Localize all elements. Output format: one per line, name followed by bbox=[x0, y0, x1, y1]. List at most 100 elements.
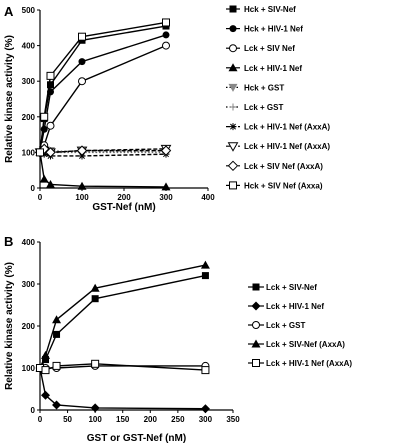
data-point bbox=[162, 31, 170, 39]
y-tick-label: 300 bbox=[22, 77, 36, 86]
x-tick-label: 200 bbox=[117, 193, 131, 202]
data-point bbox=[53, 330, 61, 338]
legend-label: Lck + GST bbox=[266, 321, 305, 330]
series-0 bbox=[36, 272, 209, 372]
legend-marker bbox=[228, 83, 238, 92]
series-line bbox=[39, 274, 206, 369]
data-point bbox=[41, 366, 50, 375]
legend-label: Hck + SIV-Nef bbox=[244, 5, 296, 14]
series-2 bbox=[36, 361, 210, 372]
x-tick-label: 100 bbox=[75, 193, 89, 202]
legend-label: Lck + SIV Nef bbox=[244, 44, 295, 53]
legend-label: Lck + HIV-1 Nef (AxxA) bbox=[244, 142, 330, 151]
legend-marker bbox=[251, 301, 261, 311]
legend-marker bbox=[229, 25, 237, 33]
y-tick-label: 100 bbox=[22, 364, 36, 373]
legend-label: Lck + SIV-Nef (AxxA) bbox=[266, 340, 345, 349]
data-point bbox=[160, 145, 172, 156]
data-point bbox=[90, 403, 100, 413]
series-4 bbox=[36, 359, 210, 375]
data-point bbox=[201, 366, 210, 375]
data-point bbox=[201, 272, 209, 280]
data-point bbox=[91, 295, 99, 303]
x-tick-label: 300 bbox=[159, 193, 173, 202]
x-tick-label: 100 bbox=[88, 415, 102, 424]
data-point bbox=[41, 390, 51, 400]
y-axis-label: Relative kinase activity (%) bbox=[4, 262, 15, 390]
panel-label: B bbox=[4, 234, 13, 249]
legend-marker bbox=[229, 44, 237, 53]
x-tick-label: 200 bbox=[144, 415, 158, 424]
series-line bbox=[39, 152, 167, 188]
legend-label: Lck + SIV Nef (AxxA) bbox=[244, 162, 323, 171]
data-point bbox=[162, 41, 170, 50]
x-tick-label: 250 bbox=[171, 415, 185, 424]
x-tick-label: 50 bbox=[63, 415, 72, 424]
data-point bbox=[200, 404, 210, 414]
chart-panel-B: B 0 50 100 150 200 250 300 350 0 100 200 300 400 GST o… bbox=[4, 234, 352, 444]
data-point bbox=[91, 359, 100, 368]
x-tick-label: 150 bbox=[116, 415, 130, 424]
x-tick-label: 0 bbox=[38, 193, 43, 202]
x-axis-label: GST or GST-Nef (nM) bbox=[87, 433, 186, 444]
legend-marker bbox=[227, 142, 239, 152]
x-tick-label: 350 bbox=[226, 415, 240, 424]
series-line bbox=[39, 21, 167, 153]
y-tick-label: 300 bbox=[22, 280, 36, 289]
data-point bbox=[41, 350, 51, 359]
y-tick-label: 200 bbox=[22, 322, 36, 331]
legend-label: Hck + HIV-1 Nef bbox=[244, 25, 303, 34]
series-line bbox=[40, 365, 206, 369]
data-point bbox=[78, 32, 86, 41]
legend-label: Hck + SIV Nef (Axxa) bbox=[244, 181, 323, 190]
data-point bbox=[76, 145, 88, 156]
series-1 bbox=[35, 363, 210, 414]
legend-marker bbox=[252, 359, 260, 367]
legend-label: Lck + HIV-1 Nef (AxxA) bbox=[244, 123, 330, 132]
data-point bbox=[45, 147, 56, 158]
data-point bbox=[52, 361, 61, 370]
y-tick-label: 0 bbox=[31, 406, 36, 415]
legend-marker bbox=[229, 123, 237, 131]
series-9 bbox=[36, 18, 170, 157]
data-point bbox=[46, 179, 55, 188]
data-point bbox=[52, 315, 62, 324]
series-0 bbox=[36, 22, 170, 156]
series-line bbox=[39, 44, 167, 153]
legend-label: Lck + HIV-1 Nef bbox=[244, 64, 302, 73]
x-tick-label: 300 bbox=[199, 415, 213, 424]
panel-label: A bbox=[4, 4, 14, 19]
y-tick-label: 400 bbox=[22, 42, 36, 51]
x-tick-label: 400 bbox=[201, 193, 215, 202]
y-tick-label: 100 bbox=[22, 148, 36, 157]
legend-marker bbox=[229, 181, 237, 190]
data-point bbox=[46, 121, 55, 130]
y-axis-label: Relative kinase activity (%) bbox=[4, 35, 15, 163]
legend-marker bbox=[228, 63, 238, 72]
series-3 bbox=[35, 260, 210, 372]
legend-marker bbox=[252, 283, 260, 291]
y-tick-label: 400 bbox=[22, 238, 36, 247]
data-point bbox=[40, 112, 49, 121]
data-point bbox=[39, 174, 49, 183]
legend-marker bbox=[229, 103, 237, 111]
chart-panel-A: A 0 100 200 300 400 0 100 200 300 400 500 GST-Nef (n… bbox=[4, 4, 330, 213]
legend-marker bbox=[252, 321, 260, 329]
data-point bbox=[162, 18, 170, 27]
data-point bbox=[161, 182, 171, 191]
series-2 bbox=[36, 41, 170, 157]
data-point bbox=[78, 77, 86, 86]
legend-label: Hck + GST bbox=[244, 83, 284, 92]
data-point bbox=[36, 148, 44, 157]
legend-label: Lck + GST bbox=[244, 103, 283, 112]
x-tick-label: 0 bbox=[38, 415, 43, 424]
y-tick-label: 200 bbox=[22, 113, 36, 122]
legend-label: Lck + SIV-Nef bbox=[266, 283, 317, 292]
series-1 bbox=[36, 31, 170, 156]
legend-marker bbox=[251, 339, 261, 348]
data-point bbox=[90, 283, 100, 292]
legend-marker bbox=[229, 5, 237, 13]
data-point bbox=[47, 81, 54, 89]
x-axis-label: GST-Nef (nM) bbox=[92, 202, 155, 213]
